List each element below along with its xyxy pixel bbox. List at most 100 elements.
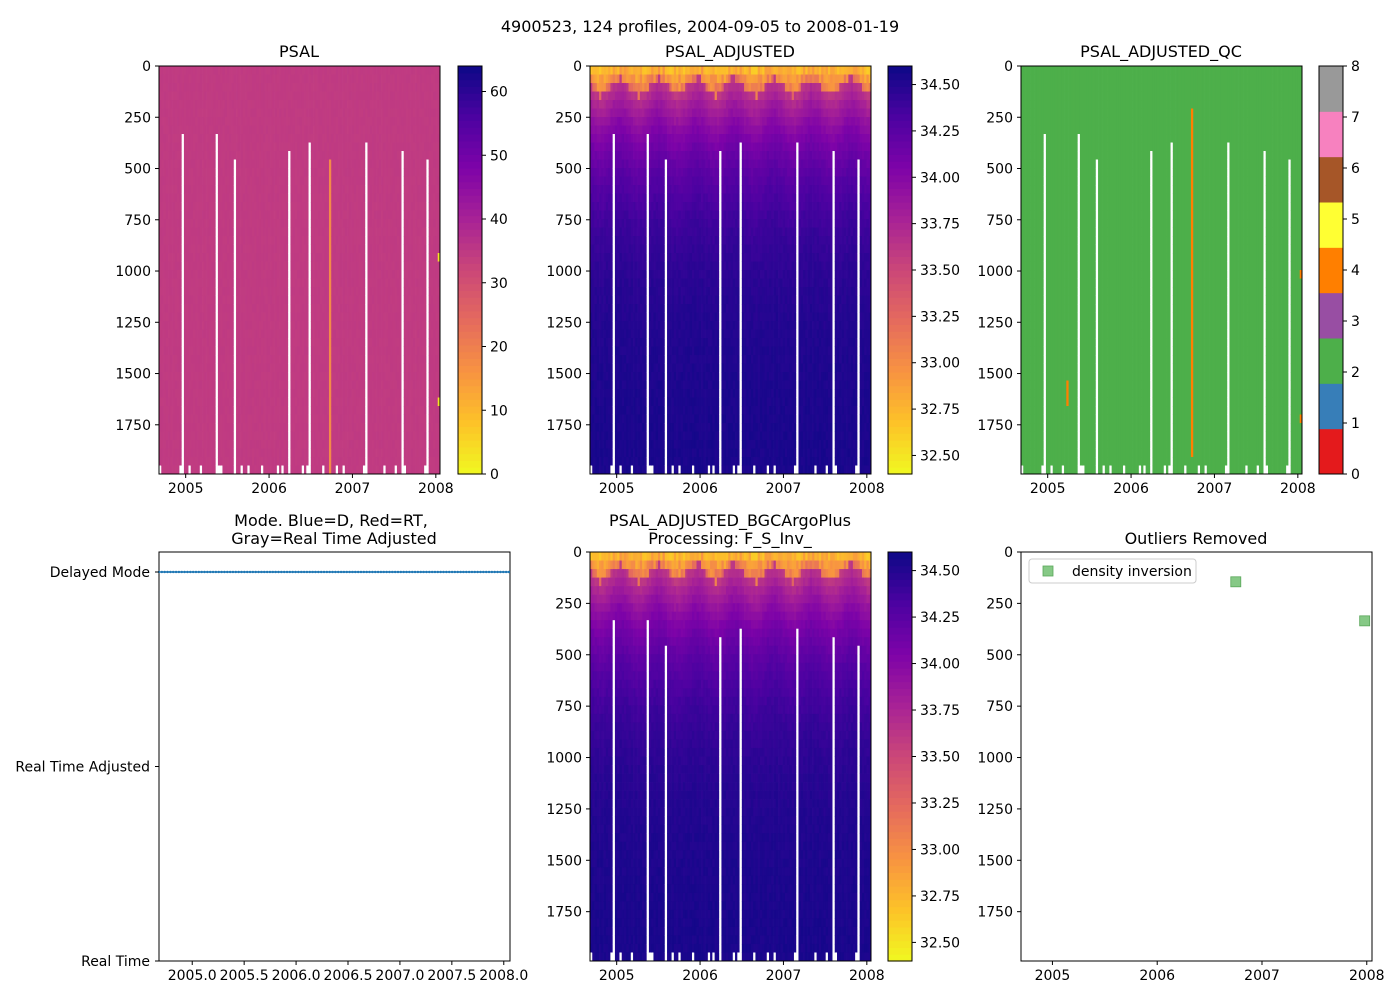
heatmap-cell	[326, 304, 330, 313]
heatmap-cell	[324, 363, 328, 373]
heatmap-cell	[315, 83, 318, 92]
heatmap-cell	[226, 321, 230, 330]
heatmap-cell	[161, 159, 164, 169]
heatmap-cell	[347, 270, 350, 279]
heatmap-cell	[376, 380, 380, 390]
heatmap-cell	[195, 304, 198, 313]
heatmap-cell	[383, 295, 386, 305]
heatmap-cell	[195, 363, 198, 373]
heatmap-cell	[192, 210, 196, 220]
heatmap-cell	[362, 66, 366, 75]
heatmap-cell	[299, 108, 303, 118]
heatmap-cell	[213, 423, 217, 432]
heatmap-cell	[249, 66, 253, 75]
heatmap-cell	[279, 372, 282, 381]
heatmap-cell	[279, 270, 282, 279]
figure-suptitle: 4900523, 124 profiles, 2004-09-05 to 200…	[501, 17, 899, 36]
heatmap-cell	[390, 278, 393, 288]
heatmap-cell	[319, 372, 323, 381]
heatmap-cell	[353, 329, 357, 339]
heatmap-cell	[328, 193, 332, 203]
heatmap-cell	[292, 125, 296, 135]
heatmap-cell	[195, 91, 198, 101]
heatmap-cell	[195, 227, 198, 237]
heatmap-cell	[247, 346, 250, 356]
heatmap-cell	[240, 414, 244, 424]
heatmap-cell	[356, 168, 359, 177]
heatmap-cell	[168, 100, 171, 109]
heatmap-cell	[199, 134, 203, 143]
heatmap-cell	[258, 253, 262, 262]
heatmap-cell	[301, 287, 305, 296]
heatmap-cell	[276, 74, 280, 84]
heatmap-cell	[215, 117, 219, 126]
heatmap-cell	[254, 448, 257, 458]
heatmap-cell	[254, 66, 257, 75]
heatmap-cell	[213, 329, 217, 339]
heatmap-cell	[190, 142, 194, 152]
heatmap-cell	[183, 117, 187, 126]
heatmap-cell	[374, 312, 377, 322]
heatmap-cell	[340, 465, 343, 475]
heatmap-cell	[202, 83, 205, 92]
heatmap-cell	[310, 176, 314, 186]
heatmap-cell	[304, 168, 307, 177]
heatmap-cell	[247, 406, 250, 415]
heatmap-cell	[249, 83, 253, 92]
heatmap-cell	[165, 312, 169, 322]
heatmap-cell	[163, 210, 167, 220]
heatmap-cell	[290, 270, 294, 279]
heatmap-cell	[351, 168, 355, 177]
heatmap-cell	[267, 457, 271, 466]
heatmap-cell	[356, 244, 359, 254]
heatmap-cell	[177, 117, 180, 126]
heatmap-cell	[392, 304, 396, 313]
heatmap-cell	[202, 176, 205, 186]
heatmap-cell	[381, 363, 384, 373]
heatmap-cell	[365, 159, 368, 169]
heatmap-cell	[324, 380, 328, 390]
heatmap-cell	[297, 108, 300, 118]
heatmap-cell	[220, 278, 223, 288]
heatmap-cell	[367, 465, 371, 475]
heatmap-cell	[308, 134, 312, 143]
heatmap-cell	[222, 363, 226, 373]
heatmap-cell	[290, 244, 294, 254]
heatmap-cell	[163, 193, 167, 203]
heatmap-cell	[349, 406, 352, 415]
heatmap-cell	[179, 278, 183, 288]
heatmap-cell	[240, 465, 244, 475]
heatmap-cell	[270, 372, 273, 381]
heatmap-cell	[245, 236, 248, 245]
heatmap-cell	[306, 431, 309, 441]
heatmap-cell	[288, 193, 291, 203]
heatmap-cell	[385, 176, 389, 186]
heatmap-cell	[256, 253, 260, 262]
heatmap-cell	[238, 389, 241, 398]
heatmap-cell	[260, 295, 264, 305]
heatmap-cell	[174, 440, 178, 449]
heatmap-cell	[202, 125, 205, 135]
heatmap-cell	[206, 363, 210, 373]
heatmap-cell	[204, 142, 207, 152]
heatmap-cell	[313, 278, 316, 288]
heatmap-cell	[270, 159, 273, 169]
heatmap-cell	[211, 108, 214, 118]
heatmap-cell	[213, 397, 217, 407]
heatmap-cell	[188, 91, 192, 101]
heatmap-cell	[308, 338, 312, 347]
heatmap-cell	[263, 236, 266, 245]
heatmap-cell	[288, 304, 291, 313]
heatmap-cell	[365, 108, 368, 118]
heatmap-cell	[222, 312, 226, 322]
heatmap-cell	[274, 74, 278, 84]
heatmap-cell	[301, 227, 305, 237]
heatmap-cell	[211, 304, 214, 313]
heatmap-cell	[390, 83, 393, 92]
heatmap-cell	[236, 329, 239, 339]
heatmap-cell	[215, 142, 219, 152]
heatmap-cell	[378, 168, 382, 177]
heatmap-cell	[340, 202, 343, 211]
heatmap-cell	[229, 278, 232, 288]
heatmap-cell	[267, 380, 271, 390]
